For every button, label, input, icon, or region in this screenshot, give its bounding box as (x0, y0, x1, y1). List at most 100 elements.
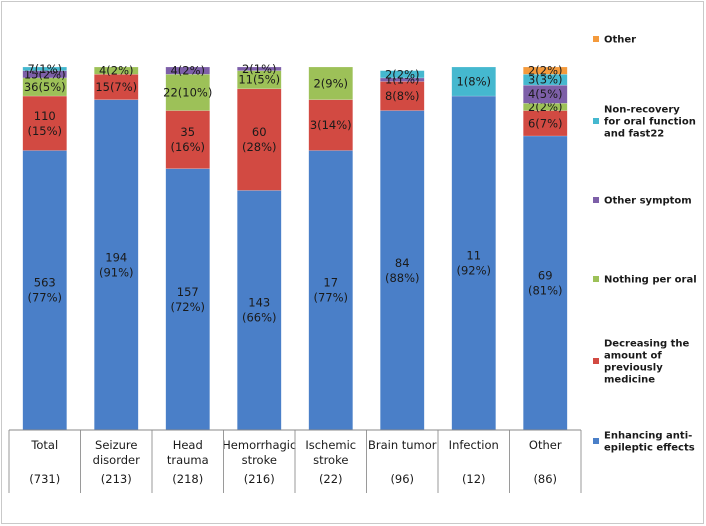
bar-segment-head-trauma-nothing-per-oral (165, 74, 210, 111)
legend-swatch-non-recovery-for-oral-function-and-fast22 (593, 118, 599, 124)
data-label: 17 (323, 276, 338, 290)
data-label: 8(8%) (385, 89, 420, 103)
data-label: 4(2%) (99, 64, 134, 78)
bar-segment-infection-non-recovery-for-oral-function-and-fast22 (451, 66, 496, 97)
bars-group: 563(77%)110(15%)36(5%)15(2%)7(1%)194(91%… (22, 62, 568, 431)
data-label: 84 (395, 256, 410, 270)
legend-swatch-other (593, 36, 599, 42)
data-label: 22(10%) (163, 85, 212, 99)
data-label: 69 (538, 268, 553, 282)
category-count: (96) (390, 472, 414, 486)
bar-segment-brain-tumor-enhancing-anti-epileptic-effects (380, 110, 425, 431)
category-label: Ischemic (305, 438, 356, 452)
bar-segment-hemorrhagic-stroke-enhancing-anti-epileptic-effects (237, 190, 282, 431)
category-label: Head (173, 438, 203, 452)
data-label: 194 (105, 250, 127, 264)
bar-segment-seizure-disorder-enhancing-anti-epileptic-effects (94, 99, 139, 431)
data-label: 143 (248, 296, 270, 310)
legend-swatch-nothing-per-oral (593, 276, 599, 282)
legend-label: Non-recovery (604, 105, 680, 116)
data-label: (92%) (456, 264, 491, 278)
bar-segment-total-enhancing-anti-epileptic-effects (22, 150, 67, 431)
data-label: (77%) (313, 291, 348, 305)
category-count: (86) (533, 472, 557, 486)
bar-segment-total-non-recovery-for-oral-function-and-fast22 (22, 66, 67, 71)
category-count: (22) (319, 472, 343, 486)
bar-segment-brain-tumor-non-recovery-for-oral-function-and-fast22 (380, 70, 425, 79)
category-count: (213) (101, 472, 132, 486)
bar-segment-hemorrhagic-stroke-other-symptom (237, 66, 282, 71)
bar-segment-ischemic-stroke-nothing-per-oral (308, 66, 353, 100)
bar-segment-head-trauma-other-symptom (165, 66, 210, 75)
category-label-line2: trauma (167, 453, 209, 467)
category-label: Total (30, 438, 58, 452)
data-label: 35 (180, 125, 195, 139)
bar-segment-other-other (523, 66, 568, 75)
data-label: 36(5%) (24, 80, 66, 94)
data-label: 3(3%) (528, 73, 563, 87)
data-label: (72%) (170, 300, 205, 314)
data-label: 3(14%) (310, 118, 352, 132)
data-label: (81%) (528, 283, 563, 297)
data-label: (77%) (27, 291, 62, 305)
category-label: Other (529, 438, 562, 452)
category-label: Brain tumor (368, 438, 437, 452)
legend-swatch-decreasing-the-amount-of-previously-medicine (593, 358, 599, 364)
bar-segment-seizure-disorder-decreasing-the-amount-of-previously-medicine (94, 74, 139, 100)
legend-swatch-enhancing-anti-epileptic-effects (593, 438, 599, 444)
data-label: (16%) (170, 140, 205, 154)
data-label: 11 (466, 249, 481, 263)
data-label: 2(2%) (528, 100, 563, 114)
data-label: 11(5%) (238, 73, 280, 87)
legend-label: for oral function (604, 117, 696, 128)
category-label: Hemorrhagic (222, 438, 296, 452)
data-label: 2(9%) (313, 76, 348, 90)
data-label: 4(2%) (170, 64, 205, 78)
bar-segment-seizure-disorder-nothing-per-oral (94, 66, 139, 75)
bar-segment-brain-tumor-decreasing-the-amount-of-previously-medicine (380, 81, 425, 111)
bar-segment-head-trauma-enhancing-anti-epileptic-effects (165, 168, 210, 431)
data-label: 6(7%) (528, 116, 563, 130)
data-label: 2(2%) (385, 67, 420, 81)
category-label: Infection (449, 438, 499, 452)
legend-label: and fast22 (604, 129, 664, 140)
bar-segment-ischemic-stroke-decreasing-the-amount-of-previously-medicine (308, 99, 353, 151)
legend-label: Nothing per oral (604, 275, 697, 286)
legend-swatch-other-symptom (593, 197, 599, 203)
data-label: 15(2%) (24, 67, 66, 81)
data-label: 15(7%) (95, 80, 137, 94)
bar-segment-hemorrhagic-stroke-decreasing-the-amount-of-previously-medicine (237, 88, 282, 191)
legend-label: Decreasing the (604, 339, 690, 350)
data-label: 110 (34, 109, 56, 123)
legend-label: Enhancing anti- (604, 431, 692, 442)
bar-segment-infection-enhancing-anti-epileptic-effects (451, 95, 496, 431)
category-label-line2: stroke (313, 453, 348, 467)
data-label: 60 (252, 125, 267, 139)
data-label: (66%) (242, 311, 277, 325)
data-label: (91%) (99, 265, 134, 279)
data-label: (15%) (27, 124, 62, 138)
data-label: 2(1%) (242, 62, 277, 76)
category-label: Seizure (95, 438, 137, 452)
category-label-line2: stroke (242, 453, 277, 467)
bar-segment-other-enhancing-anti-epileptic-effects (523, 135, 568, 431)
category-count: (216) (244, 472, 275, 486)
bar-segment-ischemic-stroke-enhancing-anti-epileptic-effects (308, 150, 353, 431)
data-label: (88%) (385, 271, 420, 285)
legend-label: Other (604, 35, 636, 46)
legend-label: amount of (604, 351, 662, 362)
category-count: (731) (29, 472, 60, 486)
data-label: 7(1%) (27, 62, 62, 76)
data-label: 2(2%) (528, 64, 563, 78)
legend-label: Other symptom (604, 196, 692, 207)
legend-label: previously (604, 363, 663, 374)
data-label: 1(8%) (456, 75, 491, 89)
data-label: (28%) (242, 140, 277, 154)
bar-segment-head-trauma-decreasing-the-amount-of-previously-medicine (165, 110, 210, 169)
data-label: 563 (34, 276, 56, 290)
category-count: (12) (462, 472, 486, 486)
category-label-line2: disorder (93, 453, 140, 467)
data-label: 4(5%) (528, 87, 563, 101)
